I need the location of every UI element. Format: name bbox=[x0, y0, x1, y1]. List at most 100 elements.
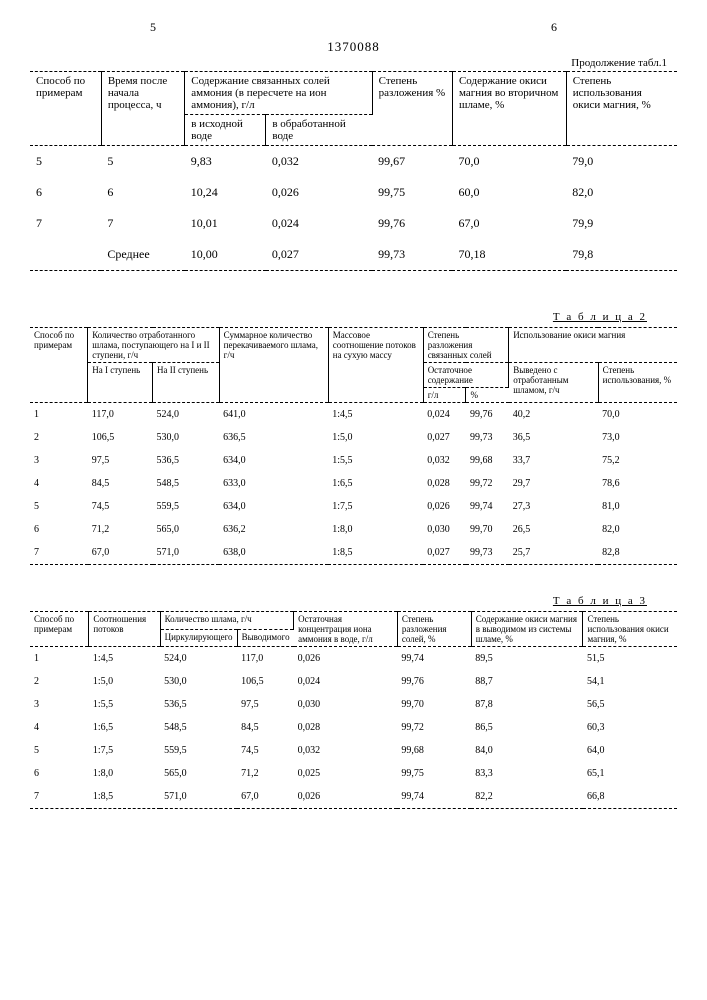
table-cell: 64,0 bbox=[583, 739, 677, 762]
table-cell: 559,5 bbox=[160, 739, 237, 762]
table-row: 671,2565,0636,21:8,00,03099,7026,582,0 bbox=[30, 518, 677, 541]
table-cell: 99,73 bbox=[466, 426, 509, 449]
table-cell: 99,76 bbox=[397, 670, 471, 693]
table-cell: 40,2 bbox=[509, 403, 598, 427]
table-row: 767,0571,0638,01:8,50,02799,7325,782,8 bbox=[30, 541, 677, 565]
t2-body: 1117,0524,0641,01:4,50,02499,7640,270,02… bbox=[30, 403, 677, 565]
table-cell: 5 bbox=[30, 495, 88, 518]
table-cell: 99,70 bbox=[466, 518, 509, 541]
table-cell: 6 bbox=[101, 177, 184, 208]
t2-h6b: Степень использования, % bbox=[598, 363, 677, 403]
table-cell: 79,8 bbox=[566, 239, 677, 271]
table-cell: 634,0 bbox=[219, 449, 328, 472]
table-cell: 0,026 bbox=[423, 495, 466, 518]
page-left: 5 bbox=[150, 20, 156, 35]
table-cell: 0,028 bbox=[294, 716, 398, 739]
table-cell: 0,024 bbox=[423, 403, 466, 427]
table-cell: 530,0 bbox=[160, 670, 237, 693]
table-cell: 1:8,5 bbox=[89, 785, 160, 809]
table-cell: 0,030 bbox=[294, 693, 398, 716]
table-cell: 10,00 bbox=[185, 239, 266, 271]
table-cell: 99,73 bbox=[372, 239, 452, 271]
table-cell: 99,68 bbox=[466, 449, 509, 472]
table-cell: 6 bbox=[30, 177, 101, 208]
t1-h3a: в исходной воде bbox=[185, 115, 266, 146]
table-cell: 0,032 bbox=[423, 449, 466, 472]
table-cell: 9,83 bbox=[185, 146, 266, 178]
table-cell: 54,1 bbox=[583, 670, 677, 693]
table-cell: 99,68 bbox=[397, 739, 471, 762]
table-row: 71:8,5571,067,00,02699,7482,266,8 bbox=[30, 785, 677, 809]
t1-h4: Степень разложения % bbox=[372, 72, 452, 146]
table-cell: 2 bbox=[30, 670, 89, 693]
table-cell: 70,0 bbox=[452, 146, 566, 178]
table-cell: 7 bbox=[30, 541, 88, 565]
table-cell: 81,0 bbox=[598, 495, 677, 518]
table-cell: 559,5 bbox=[153, 495, 220, 518]
table-cell: 36,5 bbox=[509, 426, 598, 449]
table-cell: 99,74 bbox=[466, 495, 509, 518]
table-row: 51:7,5559,574,50,03299,6884,064,0 bbox=[30, 739, 677, 762]
table-cell: 1:8,5 bbox=[328, 541, 423, 565]
t2-h5a: Остаточное содержание bbox=[423, 363, 509, 388]
table-cell: 1 bbox=[30, 403, 88, 427]
table-cell: 75,2 bbox=[598, 449, 677, 472]
table-cell: 6 bbox=[30, 518, 88, 541]
table-cell: 99,67 bbox=[372, 146, 452, 178]
table-cell: 0,026 bbox=[294, 647, 398, 671]
table-cell: 1:4,5 bbox=[89, 647, 160, 671]
t3-h7: Степень использования окиси магния, % bbox=[583, 612, 677, 647]
table-cell: 33,7 bbox=[509, 449, 598, 472]
table-cell: 74,5 bbox=[88, 495, 153, 518]
table-cell: 51,5 bbox=[583, 647, 677, 671]
table-cell: 99,75 bbox=[397, 762, 471, 785]
table-cell: 0,030 bbox=[423, 518, 466, 541]
table-cell: 1:5,0 bbox=[328, 426, 423, 449]
table-cell: 0,027 bbox=[266, 239, 372, 271]
table-cell: 65,1 bbox=[583, 762, 677, 785]
t3-h4: Остаточная концентрация иона аммония в в… bbox=[294, 612, 398, 647]
table-row: 61:8,0565,071,20,02599,7583,365,1 bbox=[30, 762, 677, 785]
table-cell: 0,024 bbox=[266, 208, 372, 239]
t2-h5a2: % bbox=[466, 388, 509, 403]
table-cell: 56,5 bbox=[583, 693, 677, 716]
table-cell: 67,0 bbox=[452, 208, 566, 239]
table-cell: 70,0 bbox=[598, 403, 677, 427]
table-cell: 3 bbox=[30, 693, 89, 716]
table-row: 1117,0524,0641,01:4,50,02499,7640,270,0 bbox=[30, 403, 677, 427]
table-cell: 27,3 bbox=[509, 495, 598, 518]
table-cell: 83,3 bbox=[471, 762, 583, 785]
table-cell: 10,01 bbox=[185, 208, 266, 239]
table-row: 7710,010,02499,7667,079,9 bbox=[30, 208, 677, 239]
table-cell: 84,5 bbox=[237, 716, 294, 739]
table-cell: 636,5 bbox=[219, 426, 328, 449]
t3-h3b: Выводимого bbox=[237, 629, 294, 647]
table-cell: 89,5 bbox=[471, 647, 583, 671]
page-numbers: 5 6 bbox=[30, 20, 677, 35]
table-cell: 571,0 bbox=[160, 785, 237, 809]
table-cell: 82,0 bbox=[598, 518, 677, 541]
t2-h5: Степень разложения связанных солей bbox=[423, 328, 509, 363]
table-cell: 67,0 bbox=[237, 785, 294, 809]
table-row: Среднее10,000,02799,7370,1879,8 bbox=[30, 239, 677, 271]
t2-h2: Количество отработанного шлама, поступаю… bbox=[88, 328, 219, 363]
table-cell: 1:6,5 bbox=[328, 472, 423, 495]
table-cell: 0,027 bbox=[423, 426, 466, 449]
table-cell: 86,5 bbox=[471, 716, 583, 739]
table-cell: 2 bbox=[30, 426, 88, 449]
table-2: Способ по примерам Количество отработанн… bbox=[30, 327, 677, 565]
t3-h3: Количество шлама, г/ч bbox=[160, 612, 294, 630]
table-cell: 530,0 bbox=[153, 426, 220, 449]
table-cell: 536,5 bbox=[153, 449, 220, 472]
table-cell: 70,18 bbox=[452, 239, 566, 271]
table-cell: 97,5 bbox=[88, 449, 153, 472]
table-cell: 565,0 bbox=[160, 762, 237, 785]
table-cell: 99,76 bbox=[466, 403, 509, 427]
table-cell: 99,70 bbox=[397, 693, 471, 716]
table-row: 397,5536,5634,01:5,50,03299,6833,775,2 bbox=[30, 449, 677, 472]
table-row: 11:4,5524,0117,00,02699,7489,551,5 bbox=[30, 647, 677, 671]
table-3: Способ по примерам Соотношения потоков К… bbox=[30, 611, 677, 809]
t3-h2: Соотношения потоков bbox=[89, 612, 160, 647]
t3-h1: Способ по примерам bbox=[30, 612, 89, 647]
table-cell: 636,2 bbox=[219, 518, 328, 541]
